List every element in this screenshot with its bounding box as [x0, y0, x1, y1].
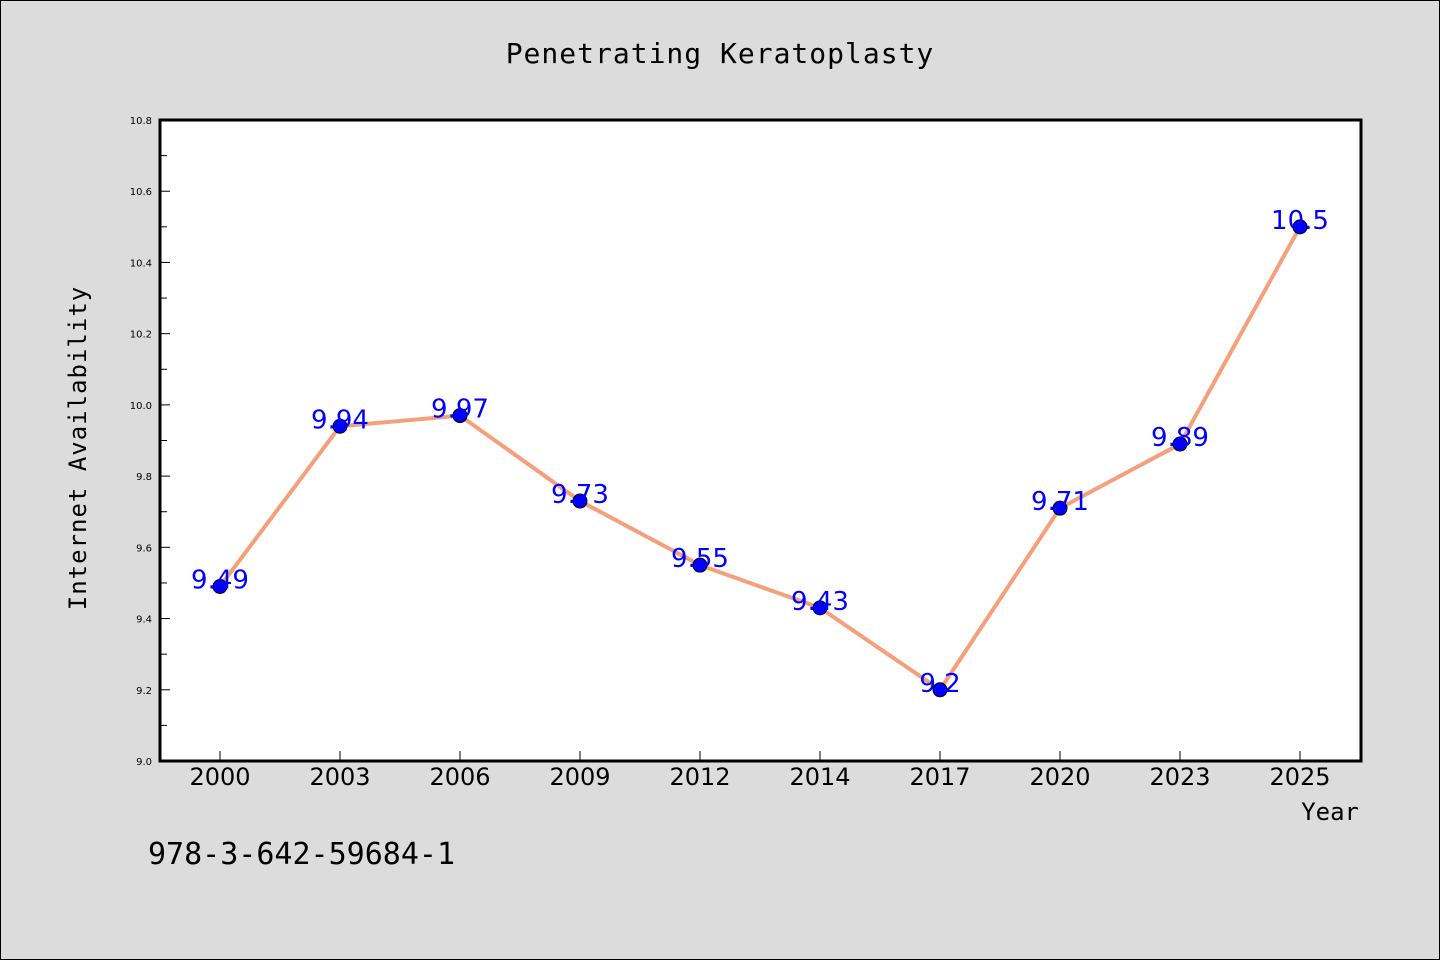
- x-tick-label: 2017: [909, 763, 970, 791]
- plot-border: [158, 118, 1363, 763]
- x-tick-label: 2023: [1149, 763, 1210, 791]
- y-tick-label: 10.2: [130, 330, 152, 341]
- data-point: [692, 557, 708, 573]
- x-tick-label: 2000: [189, 763, 250, 791]
- data-label: 9.55: [671, 544, 729, 574]
- y-tick-label: 9.0: [136, 757, 152, 768]
- series-line: [218, 224, 1302, 692]
- data-label: 9.94: [311, 405, 369, 435]
- data-label: 9.43: [791, 587, 849, 617]
- data-point: [212, 579, 228, 595]
- x-axis-label: Year: [1301, 798, 1359, 826]
- y-tick-label: 10.8: [130, 116, 152, 127]
- x-axis-ticks: 2000 2003 2006 2009 2012 2014 2017 2020 2023 2025: [189, 751, 1331, 791]
- x-tick-label: 2025: [1269, 763, 1330, 791]
- data-labels-group: 9.49 9.94 9.97 9.73 9.55 9.43 9.2 9.71 9.89 10.5: [191, 206, 1329, 699]
- data-point: [932, 682, 948, 698]
- y-tick-label: 10.6: [130, 187, 152, 198]
- y-tick-label: 9.8: [136, 472, 152, 483]
- series-line-group: [218, 224, 1302, 692]
- data-point: [812, 600, 828, 616]
- x-tick-label: 2014: [789, 763, 850, 791]
- y-tick-label: 9.6: [136, 543, 152, 554]
- y-tick-label: 10.4: [130, 258, 152, 269]
- data-point: [572, 493, 588, 509]
- data-label: 9.73: [551, 480, 609, 510]
- x-tick-label: 2006: [429, 763, 490, 791]
- data-point: [1172, 436, 1188, 452]
- data-label: 9.49: [191, 566, 249, 596]
- y-tick-label: 10.0: [130, 401, 152, 412]
- data-label: 10.5: [1271, 206, 1329, 236]
- x-tick-label: 2009: [549, 763, 610, 791]
- plot-area: [160, 120, 1361, 761]
- data-point: [1052, 500, 1068, 516]
- x-tick-label: 2003: [309, 763, 370, 791]
- x-tick-label: 2012: [669, 763, 730, 791]
- y-axis-label: Internet Availability: [64, 286, 92, 610]
- data-point: [452, 408, 468, 424]
- data-label: 9.2: [919, 669, 960, 699]
- chart-title: Penetrating Keratoplasty: [506, 37, 935, 70]
- data-label: 9.71: [1031, 487, 1089, 517]
- isbn-annotation: 978-3-642-59684-1: [148, 837, 455, 872]
- data-label: 9.89: [1151, 423, 1209, 453]
- series-points-group: [212, 219, 1308, 698]
- y-tick-label: 9.4: [136, 615, 152, 626]
- data-point: [332, 418, 348, 434]
- y-tick-label: 9.2: [136, 686, 152, 697]
- data-label: 9.97: [431, 395, 489, 425]
- x-tick-label: 2020: [1029, 763, 1090, 791]
- data-point: [1292, 219, 1308, 235]
